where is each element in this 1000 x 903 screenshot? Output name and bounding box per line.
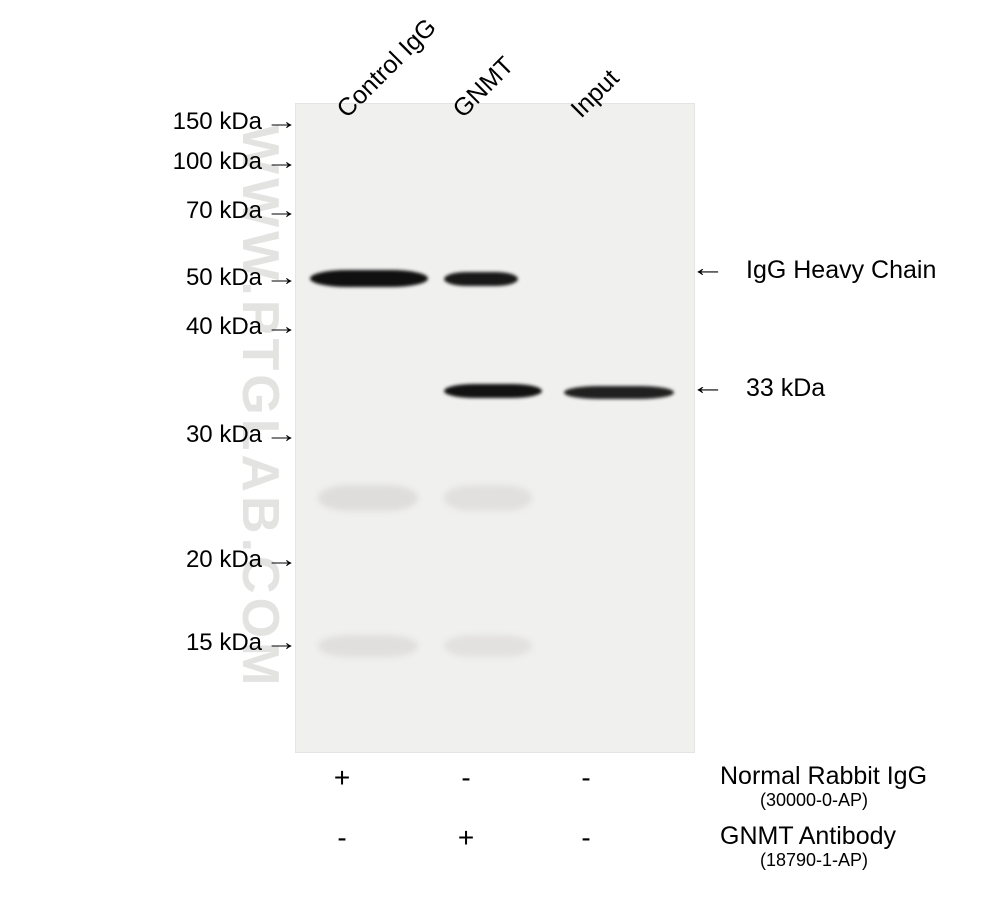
arrow-right-icon: →	[262, 148, 298, 176]
treatment-name: GNMT Antibody	[720, 822, 896, 851]
treatment-name: Normal Rabbit IgG	[720, 762, 927, 791]
treatment-symbol: -	[322, 822, 362, 854]
arrow-left-icon: ←	[702, 254, 731, 283]
mw-marker: 40 kDa→	[186, 313, 288, 341]
band	[444, 384, 542, 398]
band	[318, 635, 418, 657]
mw-marker-text: 40 kDa	[186, 313, 262, 340]
mw-marker-text: 30 kDa	[186, 421, 262, 448]
mw-marker: 150 kDa→	[173, 108, 288, 136]
arrow-right-icon: →	[262, 264, 298, 292]
mw-marker: 50 kDa→	[186, 264, 288, 292]
treatment-symbol: -	[566, 762, 606, 794]
arrow-right-icon: →	[262, 197, 298, 225]
band-annotation: 33 kDa	[746, 374, 825, 403]
mw-marker-text: 15 kDa	[186, 629, 262, 656]
treatment-symbol: +	[446, 822, 486, 854]
arrow-left-icon: ←	[702, 372, 731, 401]
mw-marker: 15 kDa→	[186, 629, 288, 657]
figure-container: WWW.PTGLAB.COM Control IgGGNMTInput 150 …	[0, 0, 1000, 903]
treatment-symbol: -	[566, 822, 606, 854]
treatment-catalog: (18790-1-AP)	[760, 850, 868, 871]
treatment-catalog: (30000-0-AP)	[760, 790, 868, 811]
mw-marker: 70 kDa→	[186, 197, 288, 225]
mw-marker: 30 kDa→	[186, 421, 288, 449]
arrow-right-icon: →	[262, 421, 298, 449]
band	[444, 485, 532, 511]
mw-marker: 100 kDa→	[173, 148, 288, 176]
arrow-right-icon: →	[262, 108, 298, 136]
mw-marker-text: 100 kDa	[173, 148, 262, 175]
treatment-symbol: -	[446, 762, 486, 794]
mw-marker-text: 70 kDa	[186, 197, 262, 224]
arrow-right-icon: →	[262, 313, 298, 341]
arrow-right-icon: →	[262, 546, 298, 574]
mw-marker-text: 150 kDa	[173, 108, 262, 135]
band	[444, 272, 518, 286]
treatment-symbol: +	[322, 762, 362, 794]
arrow-right-icon: →	[262, 629, 298, 657]
band	[310, 270, 428, 287]
mw-marker-text: 20 kDa	[186, 546, 262, 573]
band-annotation: IgG Heavy Chain	[746, 256, 936, 285]
band	[444, 635, 532, 657]
mw-marker: 20 kDa→	[186, 546, 288, 574]
band	[564, 386, 674, 399]
mw-marker-text: 50 kDa	[186, 264, 262, 291]
band	[318, 485, 418, 511]
